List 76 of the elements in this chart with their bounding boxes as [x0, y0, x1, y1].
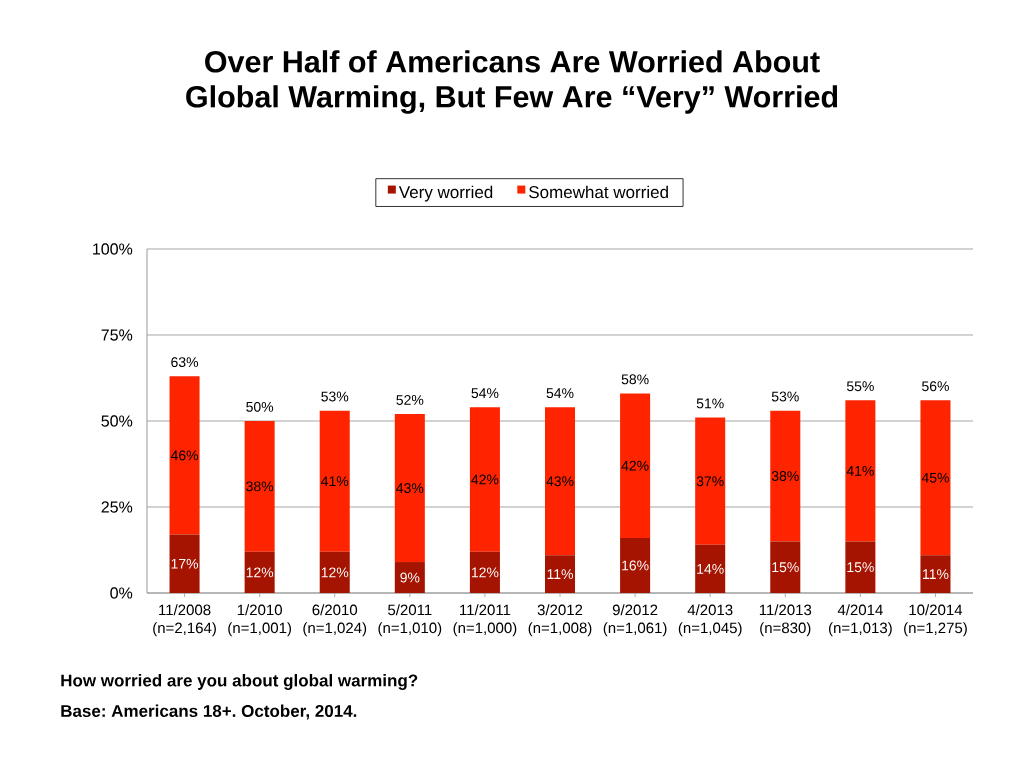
- data-label: 11%: [923, 569, 949, 579]
- bar: [845, 400, 876, 542]
- bar: [770, 541, 801, 593]
- bar: [469, 551, 500, 593]
- bar: [620, 537, 651, 593]
- data-label: 37%: [696, 476, 724, 487]
- total-label: 54%: [471, 388, 499, 399]
- x-tick-label: 6/2010 (n=1,024): [303, 604, 367, 637]
- bar: [620, 393, 651, 538]
- text: Base: Americans 18+. October, 2014.: [61, 704, 357, 720]
- legend-label: Somewhat worried: [529, 185, 668, 199]
- x-tick-label: 4/2013 (n=1,045): [678, 604, 742, 637]
- total-label: 53%: [321, 391, 349, 402]
- y-tick-label: 25%: [101, 501, 133, 513]
- text: How worried are you about global warming?: [61, 674, 418, 690]
- bar: [469, 407, 500, 552]
- bar: [244, 551, 275, 593]
- bar: [695, 417, 726, 545]
- x-tick-label: 9/2012 (n=1,061): [603, 604, 667, 637]
- bar: [319, 551, 350, 593]
- data-label: 41%: [321, 476, 349, 487]
- data-label: 38%: [771, 471, 799, 481]
- total-label: 51%: [696, 398, 724, 409]
- data-label: 12%: [246, 567, 274, 578]
- bar: [770, 410, 801, 542]
- x-tick-label: 5/2011 (n=1,010): [378, 604, 442, 637]
- data-label: 9%: [400, 572, 420, 583]
- data-label: 11%: [547, 569, 573, 579]
- data-label: 14%: [697, 564, 724, 574]
- data-label: 12%: [321, 567, 349, 578]
- x-tick-label: 11/2013 (n=830): [759, 604, 812, 637]
- bar: [319, 410, 350, 552]
- data-label: 41%: [846, 465, 874, 476]
- data-label: 46%: [170, 450, 199, 461]
- y-tick-label: 75%: [101, 329, 133, 341]
- legend-label: Very worried: [398, 185, 493, 202]
- bar: [394, 414, 425, 563]
- bar: [169, 376, 200, 535]
- chart-title: Over Half of Americans Are Worried About Global Warming, But Few Are “Very” Worried: [186, 50, 838, 114]
- bar: [169, 534, 200, 593]
- data-label: 43%: [396, 483, 424, 494]
- data-label: 43%: [546, 476, 574, 487]
- data-label: 38%: [246, 481, 274, 492]
- bar: [244, 421, 275, 552]
- total-label: 63%: [171, 357, 199, 368]
- x-tick-label: 1/2010 (n=1,001): [228, 604, 292, 637]
- x-tick-label: 11/2008 (n=2,164): [153, 604, 216, 637]
- total-label: 53%: [771, 391, 799, 402]
- bar: [920, 555, 951, 593]
- data-label: 45%: [921, 472, 949, 483]
- data-label: 15%: [772, 562, 799, 573]
- total-label: 55%: [846, 381, 874, 392]
- data-label: 17%: [171, 558, 199, 569]
- total-label: 56%: [922, 381, 949, 392]
- x-tick-label: 4/2014 (n=1,013): [829, 604, 892, 637]
- data-label: 12%: [471, 567, 499, 578]
- bar: [695, 544, 726, 593]
- data-label: 42%: [471, 474, 499, 485]
- bar: [394, 562, 425, 593]
- data-label: 16%: [622, 560, 649, 571]
- bar: [920, 400, 951, 556]
- x-tick-label: 11/2011 (n=1,000): [453, 604, 517, 637]
- bar: [544, 407, 576, 556]
- data-label: 15%: [847, 562, 874, 573]
- bar: [544, 555, 576, 593]
- y-tick-label: 50%: [101, 415, 133, 427]
- x-tick-label: 10/2014 (n=1,275): [904, 604, 967, 637]
- total-label: 52%: [396, 395, 424, 405]
- y-tick-label: 0%: [110, 587, 133, 599]
- total-label: 54%: [546, 388, 574, 399]
- y-tick-label: 100%: [93, 243, 133, 255]
- data-label: 42%: [621, 460, 649, 471]
- total-label: 50%: [246, 401, 274, 412]
- x-tick-label: 3/2012 (n=1,008): [528, 604, 592, 637]
- total-label: 58%: [621, 374, 649, 385]
- bar: [845, 541, 876, 593]
